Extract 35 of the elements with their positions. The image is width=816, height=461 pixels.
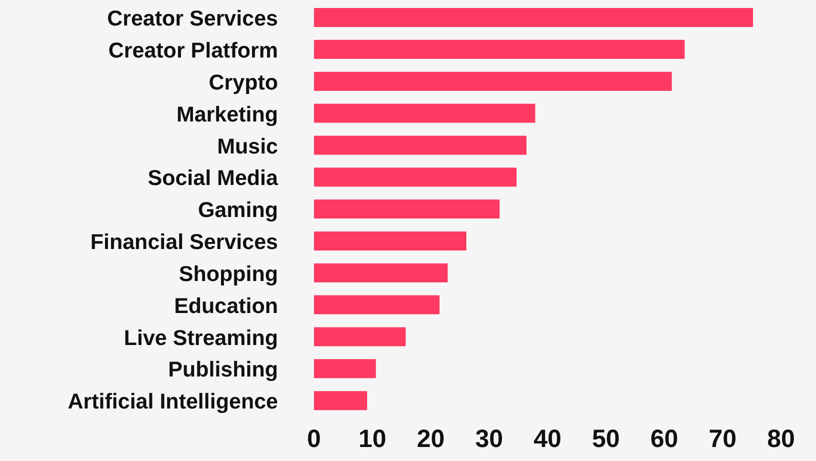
y-tick-label: Shopping (178, 262, 278, 286)
y-tick-label: Artificial Intelligence (68, 390, 278, 414)
x-tick-label: 80 (767, 424, 795, 453)
bar (314, 327, 406, 346)
bar (314, 295, 440, 314)
bar (314, 40, 685, 59)
bar (314, 72, 672, 91)
bar (314, 391, 368, 410)
x-tick-label: 50 (592, 424, 620, 453)
x-tick-label: 0 (307, 424, 321, 453)
x-tick-label: 70 (708, 424, 737, 453)
y-tick-label: Gaming (198, 198, 278, 222)
y-tick-label: Education (174, 294, 278, 318)
y-tick-label: Social Media (148, 166, 280, 190)
x-tick-label: 40 (534, 424, 562, 453)
x-tick-label: 10 (358, 424, 386, 453)
y-tick-label: Creator Services (107, 6, 278, 31)
y-tick-label: Marketing (176, 102, 278, 126)
bar (314, 263, 448, 282)
bar (314, 8, 753, 27)
x-tick-label: 60 (650, 424, 678, 453)
bar (314, 104, 536, 123)
bar (314, 200, 500, 219)
bar (314, 136, 526, 155)
y-tick-label: Creator Platform (108, 38, 278, 63)
y-tick-label: Financial Services (90, 230, 278, 254)
bar (314, 359, 376, 378)
y-tick-label: Publishing (168, 358, 278, 382)
bar (314, 231, 466, 250)
y-tick-label: Crypto (208, 70, 278, 94)
y-tick-label: Live Streaming (124, 326, 278, 350)
x-tick-label: 20 (416, 424, 445, 453)
y-tick-label: Music (217, 134, 278, 158)
bar (314, 168, 517, 187)
x-tick-label: 30 (475, 424, 504, 453)
